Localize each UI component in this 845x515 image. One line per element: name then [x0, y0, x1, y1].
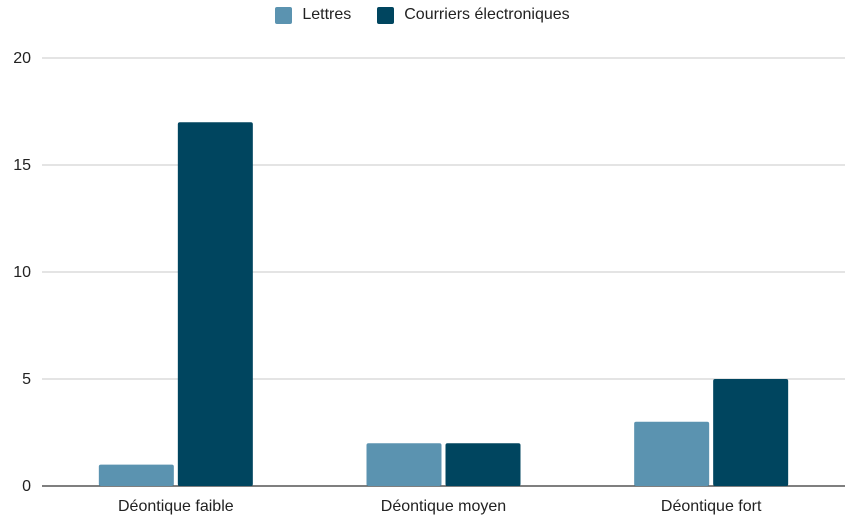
bar-courriers-2 — [713, 379, 789, 486]
y-tick-label-0: 0 — [22, 478, 31, 495]
y-tick-label-20: 20 — [13, 50, 31, 67]
legend-item-lettres: Lettres — [275, 6, 351, 24]
legend-swatch-courriers — [377, 6, 395, 24]
bar-lettres-2 — [634, 421, 710, 486]
x-tick-label-1: Déontique moyen — [381, 498, 506, 515]
x-tick-label-0: Déontique faible — [118, 498, 234, 515]
legend-swatch-lettres — [275, 6, 293, 24]
legend-item-courriers: Courriers électroniques — [377, 6, 570, 24]
chart-legend: Lettres Courriers électroniques — [0, 6, 845, 24]
y-tick-label-10: 10 — [13, 264, 31, 281]
legend-label-lettres: Lettres — [302, 6, 352, 23]
bar-courriers-1 — [445, 443, 521, 486]
bar-lettres-0 — [98, 464, 174, 486]
bar-lettres-1 — [366, 443, 442, 486]
legend-label-courriers: Courriers électroniques — [404, 6, 570, 23]
x-tick-label-2: Déontique fort — [661, 498, 762, 515]
bar-courriers-0 — [177, 122, 253, 486]
y-tick-label-15: 15 — [13, 157, 31, 174]
y-tick-label-5: 5 — [22, 371, 31, 388]
